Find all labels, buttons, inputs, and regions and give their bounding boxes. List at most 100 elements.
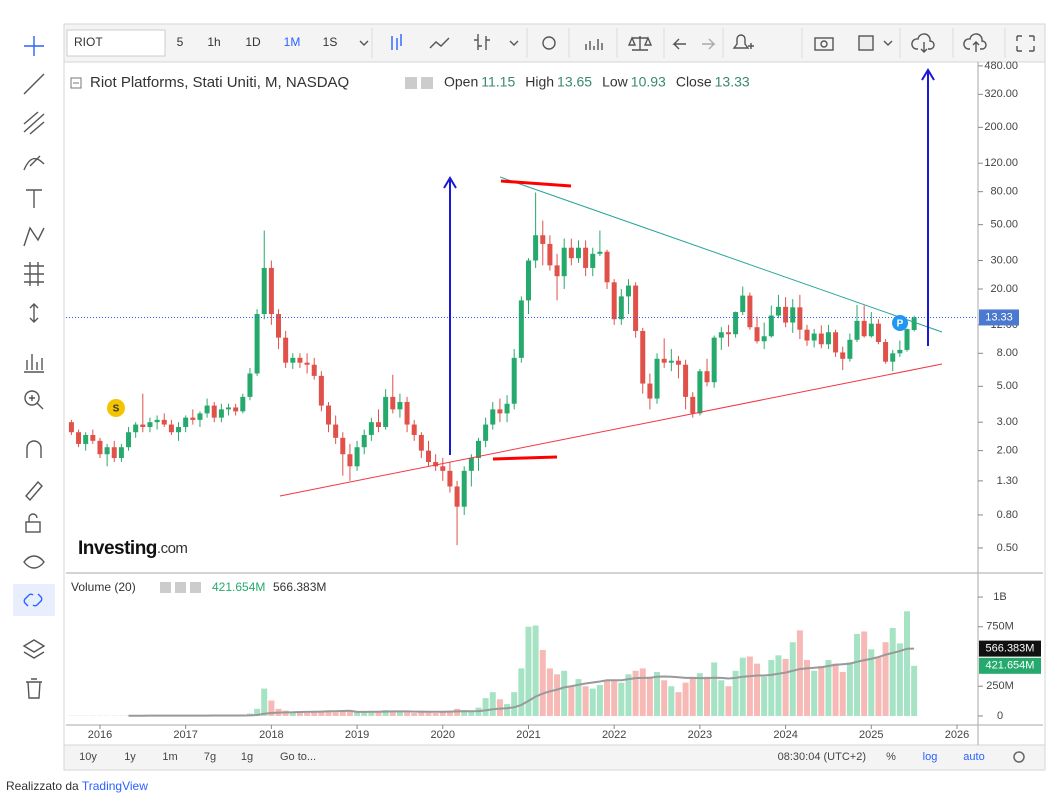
last-price-box <box>979 309 1019 326</box>
candle-body <box>90 434 96 441</box>
legend-icon[interactable] <box>160 582 171 593</box>
candle-body <box>204 405 210 414</box>
trash-icon[interactable] <box>26 678 42 699</box>
range-button[interactable]: 7g <box>204 751 216 763</box>
lock-icon[interactable] <box>25 521 41 533</box>
pattern-icon[interactable] <box>23 226 45 247</box>
undo-icon[interactable] <box>672 38 686 50</box>
candle-body <box>68 422 74 433</box>
snapshot-icon[interactable] <box>814 37 834 51</box>
candle-body <box>533 235 539 261</box>
legend-icon[interactable] <box>405 77 417 89</box>
range-button[interactable]: 1g <box>241 751 253 763</box>
volume-bar <box>418 712 425 716</box>
legend-icon[interactable] <box>421 77 433 89</box>
candle-body <box>840 352 846 359</box>
interval-button[interactable]: 1h <box>207 35 220 49</box>
volume-bar <box>789 642 796 716</box>
brush-icon[interactable] <box>23 155 45 171</box>
interval-button[interactable]: 5 <box>177 35 184 49</box>
volume-bar <box>732 670 739 716</box>
text-icon[interactable] <box>26 189 42 208</box>
candle-body <box>525 260 531 301</box>
candle-body <box>311 364 317 376</box>
auto-toggle[interactable]: auto <box>963 751 984 763</box>
snapshot-lens <box>820 40 828 48</box>
y-tick-label: 1.30 <box>997 475 1018 487</box>
pencil-icon[interactable] <box>25 480 43 502</box>
settings-icon[interactable] <box>1013 751 1025 763</box>
footer-link[interactable]: TradingView <box>82 779 148 793</box>
magnet-icon[interactable] <box>26 440 42 458</box>
interval-button[interactable]: 1D <box>245 35 261 49</box>
download-icon[interactable] <box>911 33 935 53</box>
link-icon[interactable] <box>23 593 43 607</box>
candle-body <box>176 427 182 433</box>
candle-body <box>611 282 617 320</box>
zoom-icon[interactable] <box>24 390 40 406</box>
range-button[interactable]: 10y <box>79 751 97 763</box>
legend-icon[interactable] <box>175 582 186 593</box>
bar-icon[interactable] <box>474 34 490 50</box>
symbol[interactable]: RIOT <box>74 35 103 49</box>
volume-bar <box>311 712 318 716</box>
event-marker[interactable] <box>892 315 908 331</box>
dropdown[interactable] <box>359 40 369 46</box>
layers-icon[interactable] <box>22 639 46 659</box>
volume-bar <box>911 665 918 716</box>
percent-toggle[interactable]: % <box>886 751 896 763</box>
compare-icon[interactable] <box>627 36 653 51</box>
goto[interactable]: Go to... <box>280 751 316 763</box>
candle-body <box>447 470 453 487</box>
candle-body <box>704 371 710 383</box>
volume-bar <box>532 625 539 716</box>
candle-body <box>118 447 124 459</box>
alert-icon[interactable] <box>732 34 754 49</box>
indicator-icon[interactable] <box>24 354 44 373</box>
arrow-icon[interactable] <box>29 303 39 323</box>
symbol-box[interactable] <box>66 29 166 57</box>
indicators-icon[interactable] <box>585 39 603 50</box>
red-marker-line <box>492 455 558 461</box>
zoom-icon-cross[interactable] <box>29 395 44 410</box>
interval-button[interactable]: 1M <box>284 35 301 49</box>
range-button[interactable]: 1m <box>162 751 177 763</box>
candle-icon[interactable] <box>391 34 402 50</box>
volume-title: Volume (20) <box>71 580 136 594</box>
eye-icon[interactable] <box>23 555 45 569</box>
volume-bar <box>775 655 782 716</box>
split-marker[interactable] <box>107 399 125 417</box>
log-toggle[interactable]: log <box>923 751 938 763</box>
trendline-icon[interactable] <box>23 73 45 95</box>
candle-body <box>276 314 282 338</box>
volume-bar <box>882 642 889 716</box>
color-icon[interactable] <box>858 35 874 51</box>
fib-icon[interactable] <box>23 111 45 135</box>
volume-bar <box>296 712 303 716</box>
settings-icon[interactable] <box>542 36 556 50</box>
dropdown[interactable] <box>509 40 519 46</box>
volume-bar <box>482 698 489 716</box>
upload-icon[interactable] <box>963 33 987 52</box>
candle-body <box>361 434 367 448</box>
left-toolbar <box>13 36 55 699</box>
bottom-toolbar <box>63 744 1046 771</box>
candle-body <box>376 422 382 428</box>
dropdown[interactable] <box>883 40 893 46</box>
y-tick-label: 8.00 <box>997 347 1018 359</box>
candle-body <box>161 419 167 425</box>
redo-icon[interactable] <box>702 38 716 50</box>
volume-bar <box>646 676 653 716</box>
ohlc-label: Close <box>676 74 712 90</box>
fullscreen-icon[interactable] <box>1016 35 1035 52</box>
candle-body <box>618 296 624 320</box>
measure-icon[interactable] <box>24 262 44 286</box>
range-button[interactable]: 1y <box>124 751 136 763</box>
collapse-toggle[interactable] <box>70 77 82 89</box>
line-icon[interactable] <box>429 37 450 49</box>
crosshair-icon[interactable] <box>24 36 44 56</box>
candle-body <box>111 447 117 459</box>
legend-icon[interactable] <box>190 582 201 593</box>
candle-body <box>497 409 503 414</box>
interval-button[interactable]: 1S <box>323 35 338 49</box>
